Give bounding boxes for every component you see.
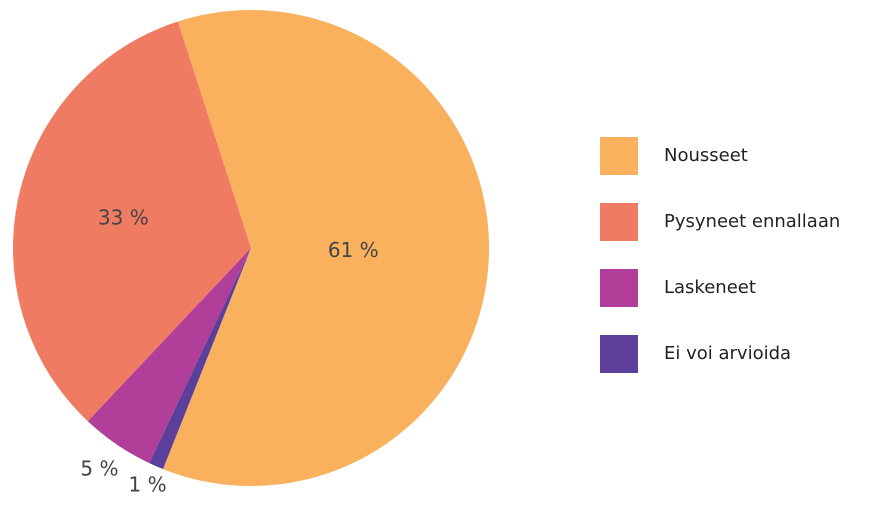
pie-slice: [149, 248, 251, 470]
pie-slice: [163, 10, 489, 486]
legend-label: Pysyneet ennallaan: [664, 211, 840, 232]
legend-label: Laskeneet: [664, 277, 756, 298]
legend-label: Nousseet: [664, 145, 748, 166]
legend-swatch: [600, 203, 638, 241]
value-label: 5 %: [80, 457, 118, 481]
legend-swatch: [600, 269, 638, 307]
value-label: 61 %: [328, 238, 379, 262]
legend-swatch: [600, 335, 638, 373]
legend-label: Ei voi arvioida: [664, 343, 791, 364]
value-label: 1 %: [129, 472, 167, 496]
pie-slice: [87, 248, 251, 464]
value-label: 33 %: [98, 206, 149, 230]
legend-swatch: [600, 137, 638, 175]
pie-slice: [12, 21, 251, 422]
